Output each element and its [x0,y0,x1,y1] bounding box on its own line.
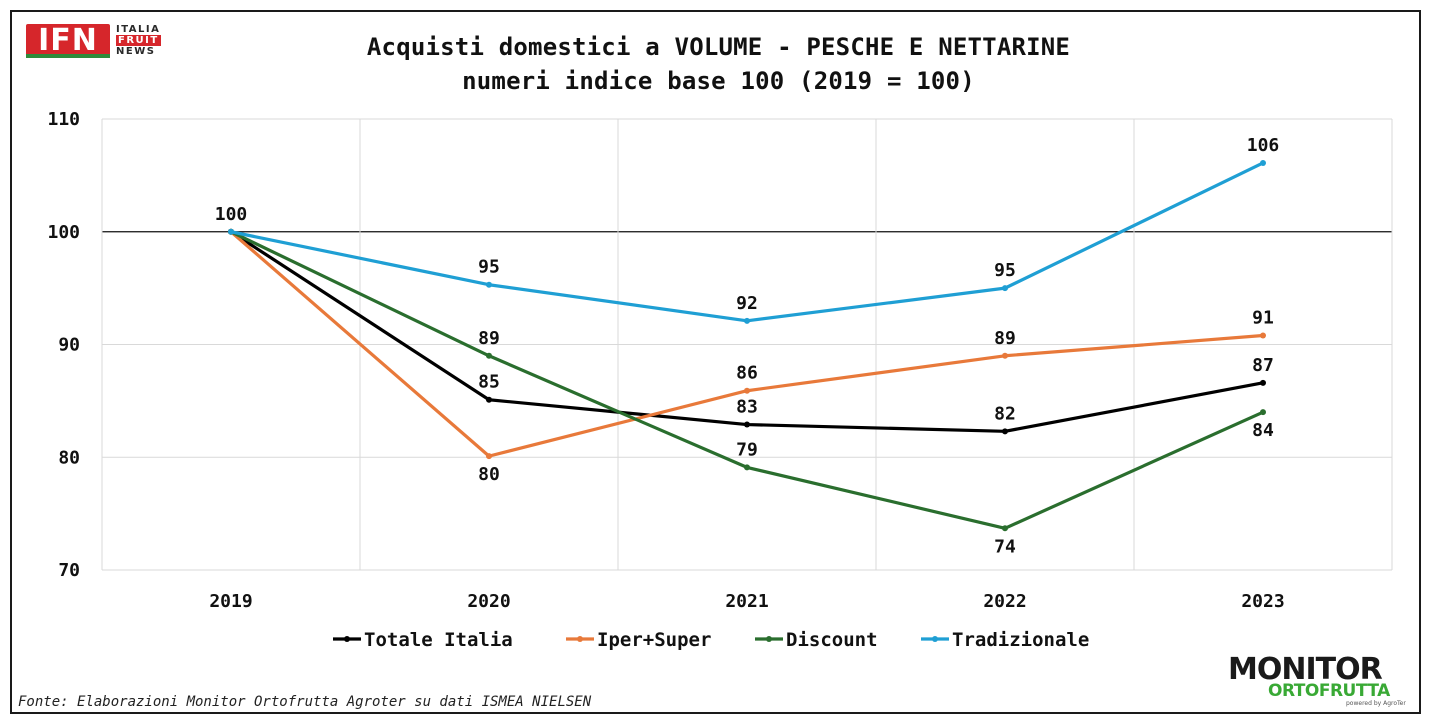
ifn-word-1: ITALIA [116,24,161,35]
series-3-point-0 [228,228,234,235]
series-3-point-3 [1002,285,1008,292]
y-tick-label-80: 80 [58,447,80,468]
x-tick-label-2021: 2021 [725,591,768,612]
series-3-label-4: 106 [1247,135,1280,156]
x-tick-label-2019: 2019 [209,591,252,612]
monitor-logo-line2: ORTOFRUTTA [1268,681,1390,701]
series-2-label-2: 79 [736,439,758,460]
series-3-label-3: 95 [994,260,1016,281]
chart-title: Acquisti domestici a VOLUME - PESCHE E N… [366,33,1071,61]
series-2-point-4 [1260,409,1266,416]
ifn-logo-mark: IFN [26,24,110,58]
ifn-word-2: FRUIT [116,35,161,46]
series-0-point-1 [486,396,492,403]
series-1-label-1: 80 [478,464,500,485]
series-3-label-2: 92 [736,293,758,314]
chart-frame [10,10,1421,714]
y-tick-label-110: 110 [47,109,80,130]
series-1-point-3 [1002,352,1008,359]
ifn-logo-words: ITALIA FRUIT NEWS [116,24,161,57]
series-2-point-1 [486,352,492,359]
series-0-label-2: 83 [736,397,758,418]
series-0-label-3: 82 [994,403,1016,424]
series-2-label-3: 74 [994,536,1016,557]
series-1-point-2 [744,387,750,394]
chart-title-block: Acquisti domestici a VOLUME - PESCHE E N… [0,30,1437,98]
legend-marker-1 [577,636,583,642]
legend-label-2: Discount [786,629,878,651]
legend-label-0: Totale Italia [364,629,513,651]
series-2-point-3 [1002,525,1008,532]
series-3-point-2 [744,317,750,324]
series-3-point-4 [1260,159,1266,166]
series-2-label-4: 84 [1252,420,1274,441]
series-3-label-1: 95 [478,257,500,278]
monitor-logo-powered: powered by AgroTer [1346,700,1406,707]
legend-label-1: Iper+Super [597,629,711,651]
monitor-ortofrutta-logo: MONITOR ORTOFRUTTA powered by AgroTer [1228,654,1418,710]
ifn-logo-letters: IFN [38,23,98,58]
legend-marker-3 [932,636,938,642]
ifn-word-3: NEWS [116,46,156,57]
series-0-label-4: 87 [1252,355,1274,376]
ifn-logo-stripe [26,54,110,58]
series-2-point-2 [744,464,750,471]
series-0-point-4 [1260,379,1266,386]
series-2-label-1: 89 [478,328,500,349]
series-0-label-1: 85 [478,372,500,393]
legend-label-3: Tradizionale [952,629,1089,651]
series-1-label-4: 91 [1252,307,1274,328]
series-1-point-1 [486,453,492,460]
y-tick-label-100: 100 [47,222,80,243]
x-tick-label-2020: 2020 [467,591,510,612]
series-3-point-1 [486,281,492,288]
series-1-point-4 [1260,332,1266,339]
series-0-point-3 [1002,428,1008,435]
y-tick-label-90: 90 [58,335,80,356]
series-1-label-3: 89 [994,328,1016,349]
chart-subtitle: numeri indice base 100 (2019 = 100) [462,67,975,95]
y-tick-label-70: 70 [58,560,80,581]
monitor-logo-line1: MONITOR [1228,652,1383,687]
ifn-logo: IFN ITALIA FRUIT NEWS [26,24,176,62]
series-1-label-2: 86 [736,363,758,384]
x-tick-label-2022: 2022 [983,591,1026,612]
legend-marker-0 [344,636,350,642]
series-0-point-2 [744,421,750,428]
source-note: Fonte: Elaborazioni Monitor Ortofrutta A… [18,694,592,710]
x-tick-label-2023: 2023 [1241,591,1284,612]
legend-marker-2 [766,636,772,642]
series-3-label-0: 100 [215,204,248,225]
